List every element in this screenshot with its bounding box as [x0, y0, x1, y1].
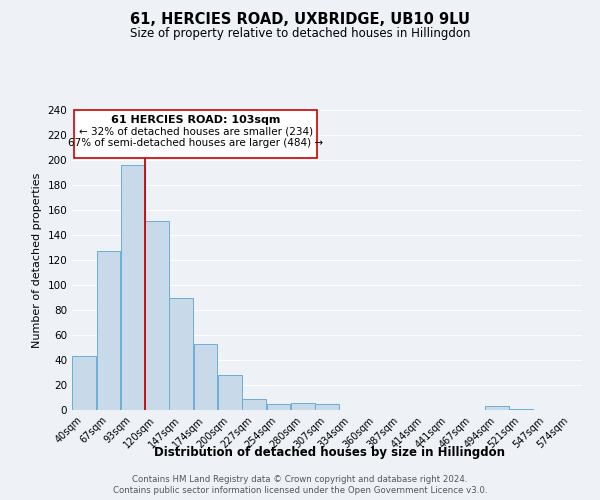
- Bar: [218, 375, 242, 410]
- Text: Distribution of detached houses by size in Hillingdon: Distribution of detached houses by size …: [155, 446, 505, 459]
- Bar: [74, 110, 317, 158]
- Text: 67% of semi-detached houses are larger (484) →: 67% of semi-detached houses are larger (…: [68, 138, 323, 147]
- Bar: [72, 356, 96, 410]
- Bar: [485, 406, 509, 410]
- Text: Contains HM Land Registry data © Crown copyright and database right 2024.: Contains HM Land Registry data © Crown c…: [132, 475, 468, 484]
- Text: 61 HERCIES ROAD: 103sqm: 61 HERCIES ROAD: 103sqm: [111, 115, 281, 125]
- Bar: [121, 165, 145, 410]
- Bar: [315, 404, 339, 410]
- Text: ← 32% of detached houses are smaller (234): ← 32% of detached houses are smaller (23…: [79, 126, 313, 136]
- Bar: [169, 298, 193, 410]
- Bar: [145, 221, 169, 410]
- Text: Size of property relative to detached houses in Hillingdon: Size of property relative to detached ho…: [130, 28, 470, 40]
- Bar: [266, 404, 290, 410]
- Bar: [242, 399, 266, 410]
- Bar: [97, 251, 121, 410]
- Bar: [194, 344, 217, 410]
- Text: 61, HERCIES ROAD, UXBRIDGE, UB10 9LU: 61, HERCIES ROAD, UXBRIDGE, UB10 9LU: [130, 12, 470, 28]
- Text: Contains public sector information licensed under the Open Government Licence v3: Contains public sector information licen…: [113, 486, 487, 495]
- Bar: [509, 409, 533, 410]
- Y-axis label: Number of detached properties: Number of detached properties: [32, 172, 42, 348]
- Bar: [291, 402, 314, 410]
